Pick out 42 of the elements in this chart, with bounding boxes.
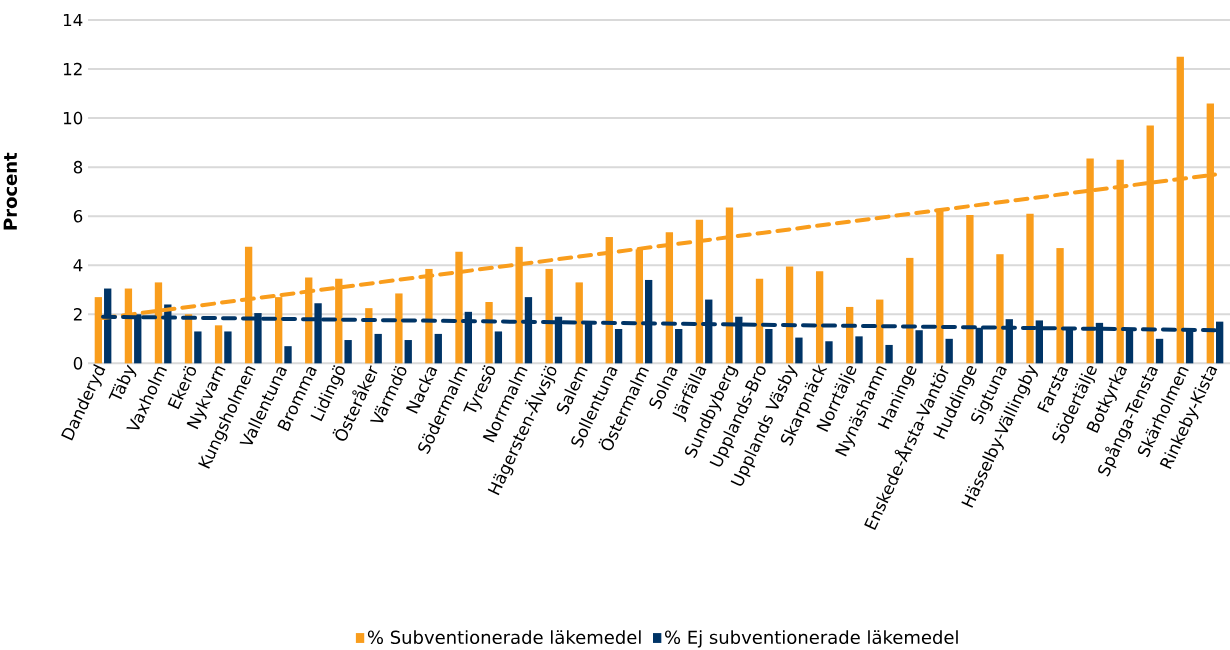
bar: [1056, 248, 1064, 364]
bar: [785, 266, 794, 364]
bar: [284, 346, 292, 364]
bar: [825, 341, 833, 364]
bar: [675, 329, 683, 364]
bar: [1026, 213, 1034, 364]
bar: [1155, 338, 1164, 364]
bar: [755, 278, 764, 364]
y-tick-label: 8: [73, 160, 83, 174]
bar: [224, 331, 232, 364]
bar: [765, 329, 773, 364]
y-tick-label: 12: [63, 62, 82, 76]
legend-label: % Ej subventionerade läkemedel: [665, 630, 958, 648]
bar: [434, 333, 442, 364]
bar: [614, 329, 623, 364]
y-tick-label: 4: [73, 259, 83, 272]
bar: [906, 257, 914, 364]
bar: [876, 299, 884, 364]
y-tick-label: 6: [73, 209, 83, 223]
bar: [855, 336, 863, 364]
bar: [575, 282, 583, 364]
y-axis-title: Procent: [3, 152, 18, 230]
bar: [494, 331, 503, 364]
bar: [966, 214, 974, 364]
bar: [374, 333, 382, 364]
y-tick-label: 2: [73, 308, 82, 321]
bar: [214, 325, 223, 364]
bar: [404, 340, 412, 364]
bar: [996, 254, 1004, 364]
bar: [945, 338, 953, 364]
bar: [395, 293, 403, 364]
bar: [885, 344, 893, 364]
legend-label: % Subventionerade läkemedel: [367, 630, 641, 645]
bar: [545, 268, 553, 364]
y-tick-label: 10: [63, 111, 83, 125]
y-tick-label: 14: [63, 13, 83, 27]
bar: [815, 271, 824, 364]
bar: [344, 340, 352, 364]
bar: [485, 302, 493, 364]
bar: [194, 331, 202, 364]
bar: [795, 337, 803, 364]
bar: [365, 308, 373, 364]
